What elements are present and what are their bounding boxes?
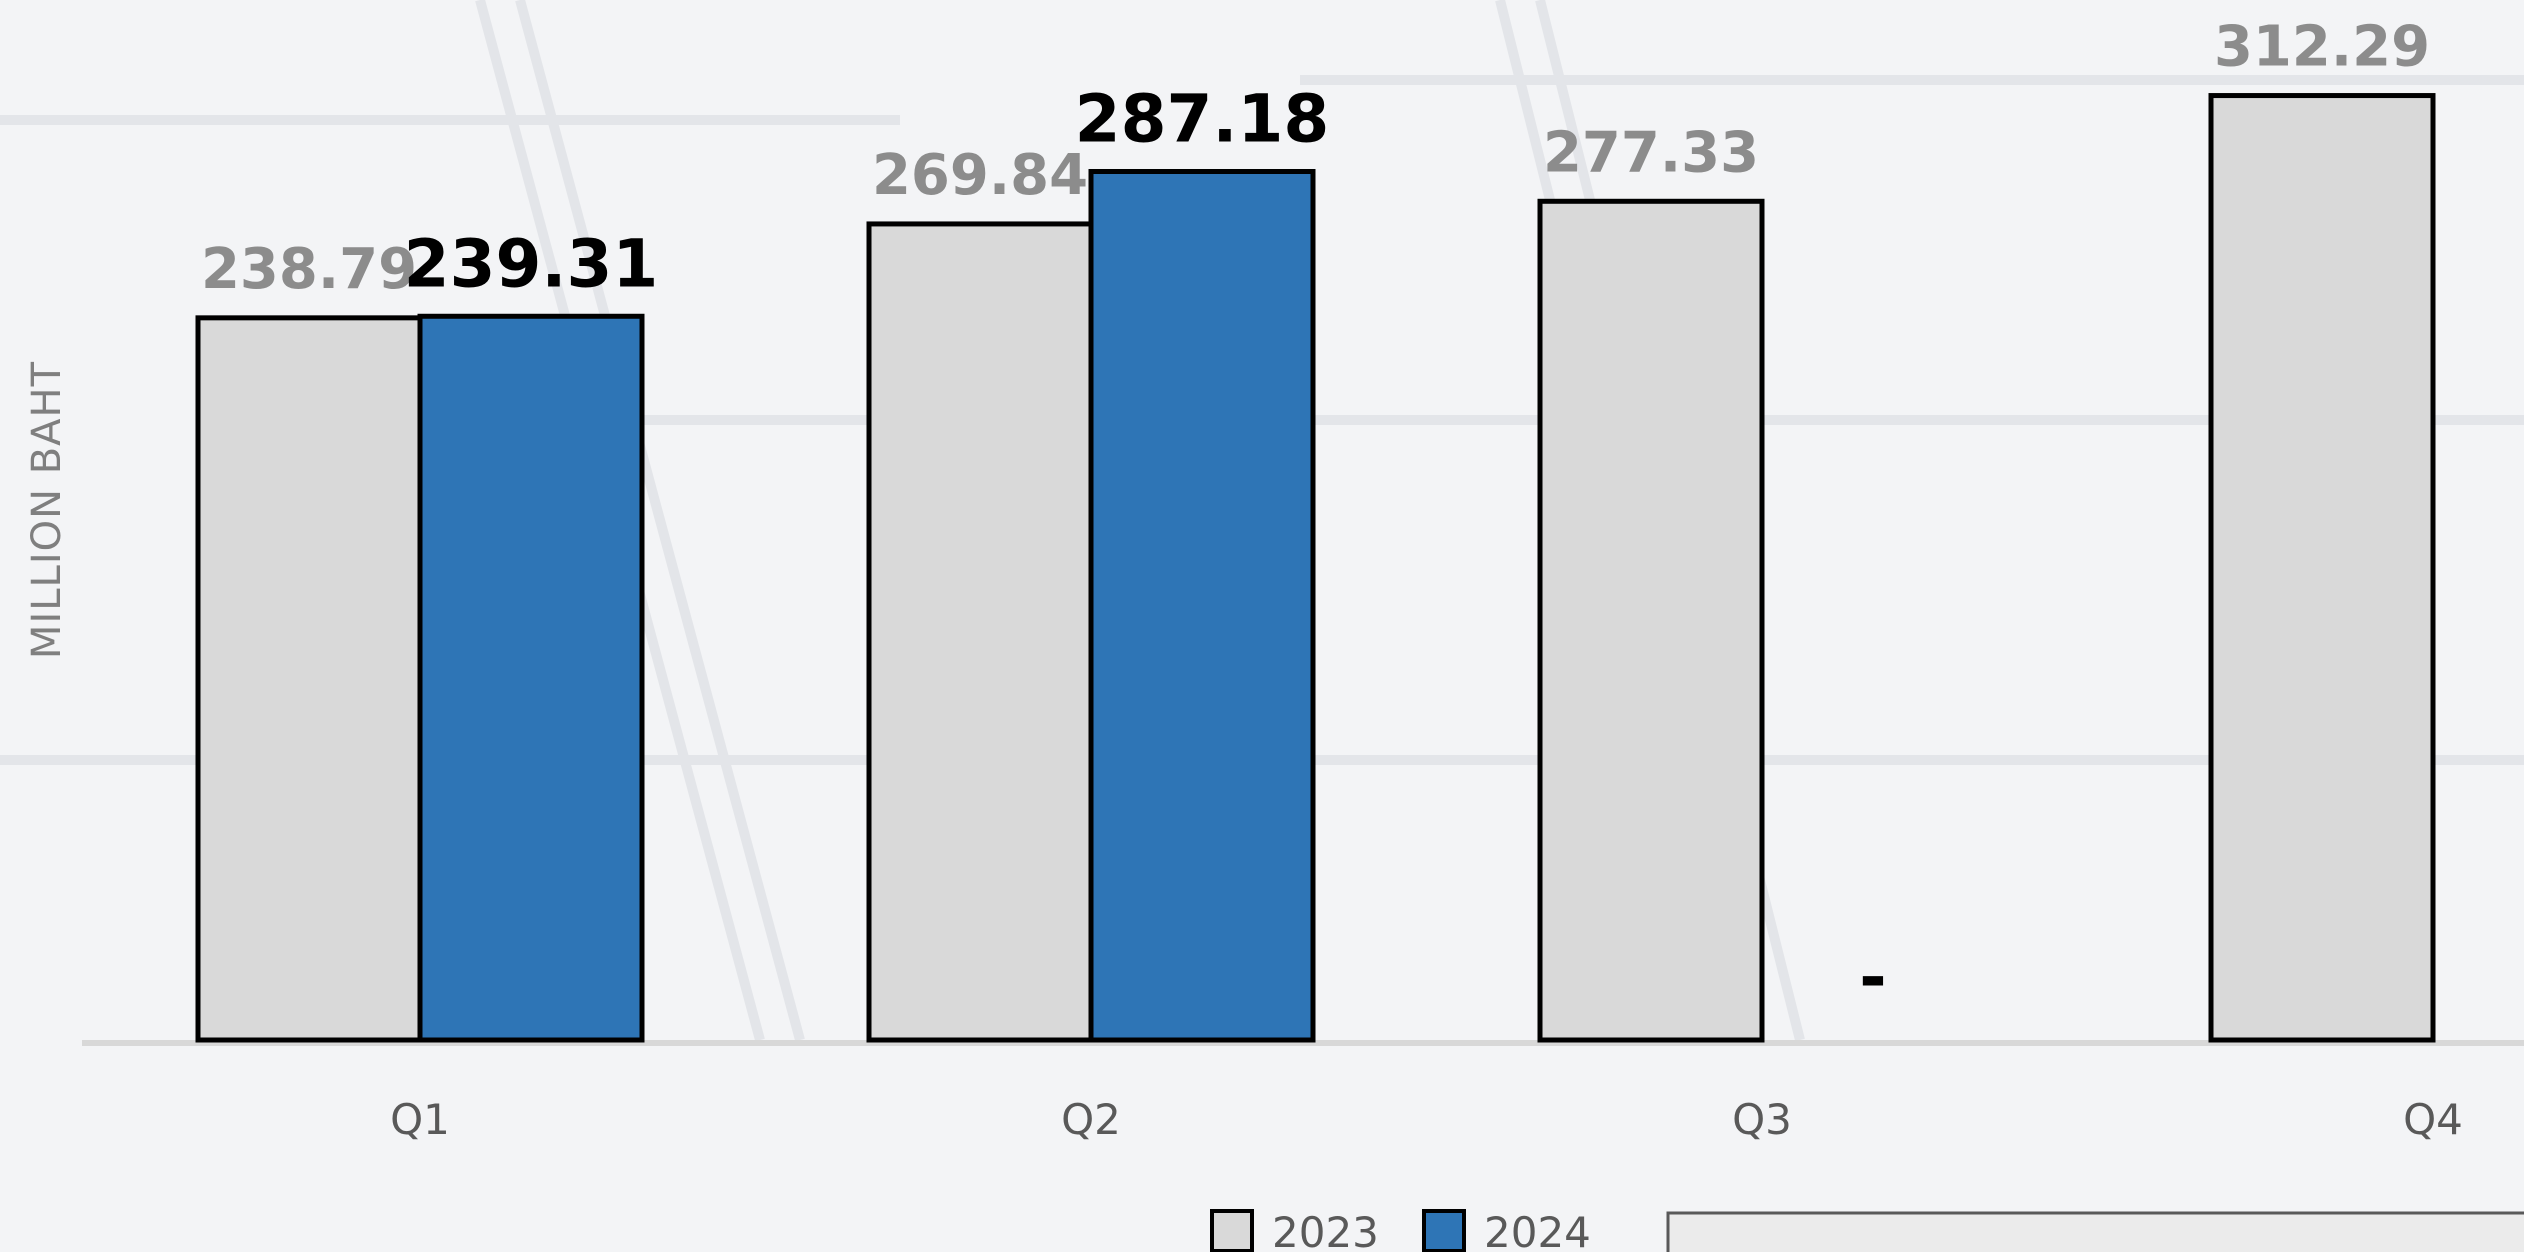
value-label-2023-q1: 238.79 bbox=[201, 237, 417, 302]
bars bbox=[195, 93, 2436, 1043]
x-tick-q2: Q2 bbox=[1061, 1095, 1121, 1144]
corner-panel bbox=[1666, 1211, 2524, 1252]
x-tick-q1: Q1 bbox=[390, 1095, 450, 1144]
value-label-2023-q3: 277.33 bbox=[1543, 120, 1759, 185]
value-label-2024-q2: 287.18 bbox=[1075, 80, 1330, 157]
value-label-2024-q3: - bbox=[1859, 939, 1886, 1016]
legend-label-2023: 2023 bbox=[1272, 1208, 1379, 1252]
bar-2024-q2 bbox=[1088, 168, 1316, 1043]
y-axis-label: MILLION BAHT bbox=[24, 361, 70, 659]
bar-2023-q3 bbox=[1537, 198, 1765, 1043]
legend-label-2024: 2024 bbox=[1484, 1208, 1591, 1252]
value-label-2024-q1: 239.31 bbox=[404, 225, 659, 302]
legend-swatch-2023 bbox=[1210, 1209, 1254, 1252]
bar-2023-q2 bbox=[866, 221, 1094, 1043]
bar-2023-q4 bbox=[2208, 93, 2436, 1043]
legend: 2023 2024 bbox=[1210, 1208, 1591, 1252]
bar-2024-q1 bbox=[417, 313, 645, 1043]
bar-2023-q1 bbox=[195, 315, 423, 1043]
legend-swatch-2024 bbox=[1422, 1209, 1466, 1252]
x-tick-labels: Q1 Q2 Q3 Q4 bbox=[390, 1095, 2463, 1144]
value-label-2023-q2: 269.84 bbox=[872, 143, 1088, 208]
x-tick-q3: Q3 bbox=[1732, 1095, 1792, 1144]
value-label-2023-q4: 312.29 bbox=[2214, 15, 2430, 80]
x-tick-q4: Q4 bbox=[2403, 1095, 2463, 1144]
